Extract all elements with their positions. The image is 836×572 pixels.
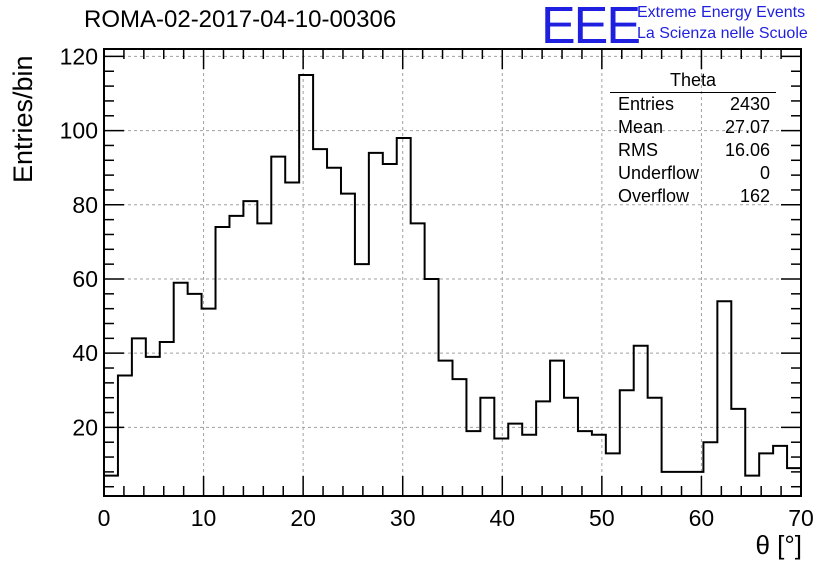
grid-lines [104, 49, 801, 496]
stats-label: Entries [618, 94, 675, 114]
stats-label: Mean [618, 117, 664, 137]
stats-value: 27.07 [724, 117, 770, 137]
chart-title: ROMA-02-2017-04-10-00306 [84, 6, 397, 33]
y-tick-label: 120 [60, 43, 98, 69]
stats-row-overflow: Overflow 162 [610, 185, 776, 208]
x-axis-label: θ [°] [755, 530, 802, 560]
y-tick-label: 40 [72, 340, 98, 366]
stats-row-mean: Mean 27.07 [610, 116, 776, 139]
y-tick-label: 60 [72, 266, 98, 292]
stats-label: RMS [618, 140, 658, 160]
histogram-line [103, 73, 802, 496]
stats-label: Underflow [618, 163, 700, 183]
stats-box: Theta Entries 2430 Mean 27.07 RMS 16.06 … [610, 70, 776, 208]
stats-label: Overflow [618, 186, 690, 206]
x-tick-label: 70 [788, 505, 814, 531]
stats-row-underflow: Underflow 0 [610, 162, 776, 185]
stats-value: 0 [759, 163, 770, 183]
x-tick-labels: 0 10 20 30 40 50 60 70 [98, 505, 814, 531]
x-tick-label: 10 [191, 505, 217, 531]
stats-value: 16.06 [724, 140, 770, 160]
plot-frame [103, 48, 802, 497]
x-tick-label: 40 [489, 505, 515, 531]
stats-value: 2430 [729, 94, 770, 114]
y-tick-label: 80 [72, 192, 98, 218]
axis-ticks [103, 49, 802, 496]
x-tick-label: 20 [290, 505, 316, 531]
x-tick-label: 30 [390, 505, 416, 531]
eee-logo: EEE [541, 0, 641, 55]
y-tick-label: 100 [60, 118, 98, 144]
stats-value: 162 [739, 186, 770, 206]
stats-row-entries: Entries 2430 [610, 93, 776, 116]
stats-row-rms: RMS 16.06 [610, 139, 776, 162]
x-tick-label: 60 [689, 505, 715, 531]
y-tick-labels: 20 40 60 80 100 120 [60, 43, 98, 440]
y-tick-label: 20 [72, 414, 98, 440]
stats-title: Theta [610, 70, 776, 93]
logo-line-2: La Scienza nelle Scuole [637, 25, 808, 42]
y-axis-label: Entries/bin [8, 55, 38, 183]
x-tick-label: 50 [589, 505, 615, 531]
logo-line-1: Extreme Energy Events [637, 4, 806, 21]
x-tick-label: 0 [98, 505, 111, 531]
